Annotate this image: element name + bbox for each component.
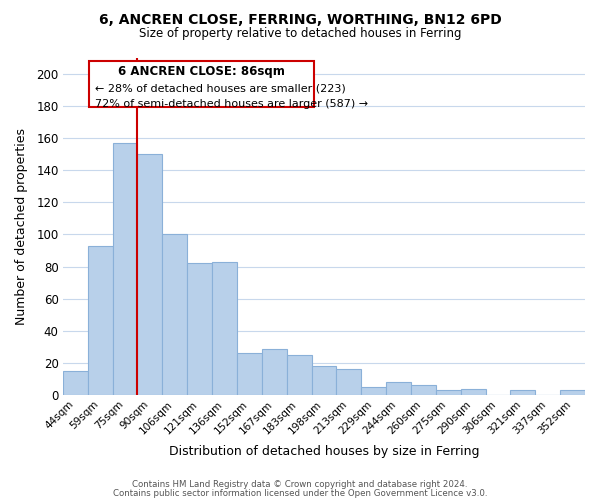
Bar — [137, 154, 163, 395]
Bar — [411, 386, 436, 395]
Bar — [63, 371, 88, 395]
Bar — [560, 390, 585, 395]
Text: 72% of semi-detached houses are larger (587) →: 72% of semi-detached houses are larger (… — [95, 99, 368, 109]
Bar — [212, 262, 237, 395]
Bar — [386, 382, 411, 395]
FancyBboxPatch shape — [89, 60, 314, 108]
Bar — [436, 390, 461, 395]
Bar — [511, 390, 535, 395]
Text: 6 ANCREN CLOSE: 86sqm: 6 ANCREN CLOSE: 86sqm — [118, 66, 285, 78]
Text: Size of property relative to detached houses in Ferring: Size of property relative to detached ho… — [139, 28, 461, 40]
Text: Contains public sector information licensed under the Open Government Licence v3: Contains public sector information licen… — [113, 489, 487, 498]
Bar — [237, 354, 262, 395]
Bar — [113, 142, 137, 395]
Bar — [311, 366, 337, 395]
Bar — [262, 348, 287, 395]
Bar — [163, 234, 187, 395]
Bar — [461, 388, 485, 395]
Bar — [88, 246, 113, 395]
Bar — [361, 387, 386, 395]
Text: ← 28% of detached houses are smaller (223): ← 28% of detached houses are smaller (22… — [95, 83, 346, 93]
Bar — [187, 264, 212, 395]
Text: 6, ANCREN CLOSE, FERRING, WORTHING, BN12 6PD: 6, ANCREN CLOSE, FERRING, WORTHING, BN12… — [98, 12, 502, 26]
Y-axis label: Number of detached properties: Number of detached properties — [15, 128, 28, 325]
Bar — [287, 355, 311, 395]
Text: Contains HM Land Registry data © Crown copyright and database right 2024.: Contains HM Land Registry data © Crown c… — [132, 480, 468, 489]
X-axis label: Distribution of detached houses by size in Ferring: Distribution of detached houses by size … — [169, 444, 479, 458]
Bar — [337, 370, 361, 395]
